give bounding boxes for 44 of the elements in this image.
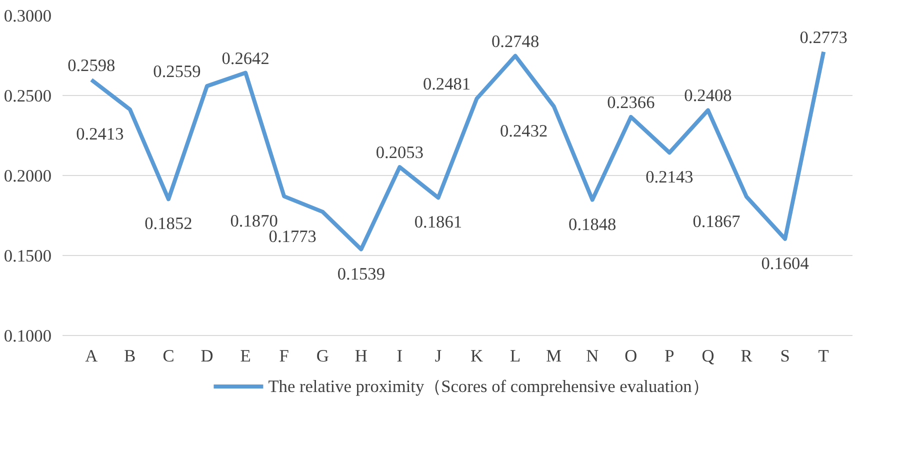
legend-label: The relative proximity（Scores of comprehensive evaluation） xyxy=(268,376,709,398)
x-tick-label: I xyxy=(396,346,403,366)
x-tick-label: H xyxy=(354,346,368,366)
x-tick-label: B xyxy=(124,346,136,366)
x-tick-label: M xyxy=(546,346,562,366)
data-label: 0.2598 xyxy=(68,56,116,75)
x-tick-label: N xyxy=(586,346,600,366)
x-tick-label: K xyxy=(470,346,484,366)
x-tick-label: P xyxy=(664,346,674,366)
x-tick-label: O xyxy=(624,346,638,366)
data-label: 0.2408 xyxy=(684,86,732,106)
y-tick-label: 0.1500 xyxy=(4,246,52,266)
data-label: 0.2773 xyxy=(800,28,848,47)
y-tick-label: 0.2500 xyxy=(4,86,52,106)
data-label: 0.2481 xyxy=(422,74,471,94)
data-label: 0.2559 xyxy=(153,62,201,82)
data-label: 0.1539 xyxy=(337,264,385,284)
y-tick-label: 0.1000 xyxy=(4,326,52,346)
y-tick-label: 0.2000 xyxy=(4,166,52,186)
data-label: 0.1848 xyxy=(568,214,616,234)
data-label: 0.2432 xyxy=(500,121,548,140)
x-tick-label: F xyxy=(279,346,290,366)
data-label: 0.1852 xyxy=(144,214,192,234)
x-tick-label: R xyxy=(740,346,753,366)
x-tick-label: D xyxy=(200,346,214,366)
data-label: 0.2748 xyxy=(491,32,540,51)
x-tick-label: J xyxy=(434,346,442,366)
data-label: 0.2642 xyxy=(222,48,270,68)
x-tick-label: Q xyxy=(702,346,715,366)
data-label: 0.2143 xyxy=(646,168,694,187)
x-tick-label: G xyxy=(316,346,329,366)
x-tick-label: C xyxy=(162,346,174,366)
x-tick-label: A xyxy=(85,346,98,366)
data-label: 0.1861 xyxy=(414,212,462,232)
x-tick-label: T xyxy=(818,346,830,366)
data-label: 0.2053 xyxy=(376,143,424,162)
y-tick-label: 0.3000 xyxy=(4,6,52,26)
x-tick-label: S xyxy=(780,346,790,366)
x-tick-label: L xyxy=(510,346,521,366)
x-tick-label: E xyxy=(240,346,251,366)
data-label: 0.2366 xyxy=(607,92,656,112)
data-label: 0.2413 xyxy=(76,124,124,144)
data-label: 0.1604 xyxy=(761,254,810,273)
data-label: 0.1867 xyxy=(692,212,741,231)
